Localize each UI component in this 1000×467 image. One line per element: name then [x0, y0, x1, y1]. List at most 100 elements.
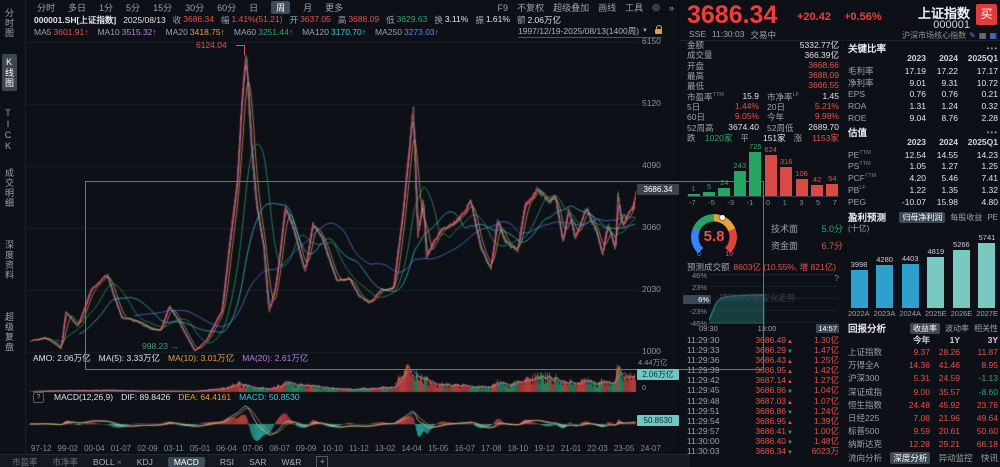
- returns-row-6[interactable]: 日经225 7.08 21.96 49.64: [848, 412, 998, 423]
- sidebar-item-kline[interactable]: K线图: [2, 54, 17, 91]
- toolbar-工具[interactable]: 工具: [625, 3, 644, 13]
- profit-tab-1[interactable]: 归母净利润: [899, 211, 946, 223]
- timeframe-tab-8[interactable]: 日: [249, 2, 259, 13]
- sidebar-item-trade-details[interactable]: 成交明细: [4, 168, 14, 208]
- returns-row-1[interactable]: 上证指数 9.37 28.26 11.87: [848, 346, 998, 357]
- timeframe-tab-9[interactable]: 周: [271, 0, 291, 14]
- sidebar-item-depth-profile[interactable]: 深度资料: [4, 240, 14, 280]
- forecast-bar: [978, 243, 996, 308]
- valuation-row-PE[interactable]: PETTM 12.54 14.55 14.23: [848, 149, 998, 160]
- more-icon[interactable]: •••: [986, 127, 998, 137]
- returns-row-4[interactable]: 深证成指 9.00 35.57 -8.60: [848, 386, 998, 397]
- date-range-selector[interactable]: 1997/12/19-2025/08/13(1400周) ▼: [518, 24, 662, 38]
- grid-view-icon[interactable]: ▦: [978, 31, 987, 40]
- help-icon[interactable]: ?: [834, 274, 839, 283]
- timeframe-tab-3[interactable]: 1分: [99, 2, 114, 13]
- valuation-row-PB[interactable]: PBLF 1.22 1.35 1.32: [848, 184, 998, 195]
- indicator-tab-市净率[interactable]: 市净率: [53, 456, 79, 467]
- row-value: -10.07: [901, 196, 926, 207]
- timeframe-tab-4[interactable]: 5分: [126, 2, 141, 13]
- expand-icon[interactable]: »: [668, 2, 674, 13]
- returns-row-7[interactable]: 标普500 9.59 20.61 50.60: [848, 425, 998, 436]
- returns-tab-2[interactable]: 波动率: [945, 323, 969, 333]
- add-indicator-button[interactable]: +: [316, 455, 329, 467]
- indicator-tab-label: W&R: [281, 456, 302, 467]
- valuation-row-PS[interactable]: PSTTM 1.05 1.27 1.25: [848, 161, 998, 172]
- row-value: 9.01: [909, 77, 926, 88]
- indicator-tab-KDJ[interactable]: KDJ: [137, 457, 153, 467]
- target-icon[interactable]: ◎: [652, 2, 660, 12]
- row-value: 12.54: [904, 149, 926, 160]
- tick-price: 3686.40▼: [737, 436, 793, 446]
- returns-tab-3[interactable]: 相关性: [974, 323, 998, 333]
- valuation-row-PEG[interactable]: PEG -10.07 15.98 4.80: [848, 196, 998, 207]
- indicator-tab-label: 市净率: [52, 456, 79, 467]
- symbol-seg-3: 收 3686.34: [173, 14, 214, 26]
- profit-tab-2[interactable]: 每股收益: [950, 212, 983, 222]
- quote-cell: 市盈率TTM: [687, 91, 724, 102]
- indicator-tab-MACD[interactable]: MACD: [167, 456, 205, 467]
- breadth-bar: [764, 155, 777, 196]
- ratio-row-毛利率[interactable]: 毛利率 17.19 17.22 17.17: [848, 65, 998, 76]
- toolbar-画线[interactable]: 画线: [598, 3, 617, 13]
- toolbar-超级叠加[interactable]: 超级叠加: [553, 3, 590, 13]
- timeframe-tab-6[interactable]: 30分: [185, 2, 205, 13]
- help-icon[interactable]: ?: [33, 392, 44, 403]
- breadth-bar: [687, 194, 700, 196]
- ratio-row-ROA[interactable]: ROA 1.31 1.24 0.32: [848, 100, 998, 111]
- quote-row-1: 金额 5332.77亿: [687, 40, 839, 50]
- quote-pair: 市净率LF 1.45: [767, 91, 839, 103]
- layout-icon[interactable]: ▦: [989, 31, 997, 40]
- timeframe-tab-10[interactable]: 月: [303, 2, 313, 13]
- close-icon[interactable]: ×: [114, 456, 122, 467]
- quote-cell: 开盘: [687, 60, 705, 71]
- analysis-tab-深度分析[interactable]: 深度分析: [890, 452, 931, 464]
- profit-tab-3[interactable]: PE: [987, 212, 998, 222]
- quote-pair: 金额 5332.77亿: [687, 39, 839, 51]
- exchange-label: SSE: [689, 29, 707, 39]
- sidebar-item-super-replay[interactable]: 超级复盘: [4, 312, 14, 352]
- ma-label: MA120: [302, 27, 330, 37]
- returns-row-2[interactable]: 万得全A 14.36 41.46 8.95: [848, 359, 998, 370]
- indicator-tab-SAR[interactable]: SAR: [249, 457, 266, 467]
- quote-cell: 5日: [687, 101, 701, 112]
- toolbar-F9[interactable]: F9: [497, 2, 509, 13]
- sidebar-item-tick[interactable]: TICK: [3, 108, 13, 152]
- returns-tab-1[interactable]: 收益率: [910, 322, 940, 334]
- indicator-tab-BOLL[interactable]: BOLL ×: [93, 457, 122, 467]
- timeframe-tab-2[interactable]: 多日: [68, 2, 87, 13]
- more-icon[interactable]: •••: [986, 43, 998, 53]
- analysis-tab-快讯[interactable]: 快讯: [980, 453, 998, 463]
- indicator-tab-W&R[interactable]: W&R: [282, 457, 302, 467]
- ratio-row-净利率[interactable]: 净利率 9.01 9.31 10.72: [848, 77, 998, 88]
- toolbar-不复权[interactable]: 不复权: [517, 3, 545, 13]
- timeframe-tab-5[interactable]: 15分: [153, 2, 173, 13]
- unlock-icon[interactable]: [655, 24, 662, 34]
- indicator-tab-市盈率[interactable]: 市盈率: [12, 456, 38, 467]
- row-label: ROA: [848, 100, 867, 111]
- sidebar-item-intraday[interactable]: 分时图: [4, 8, 14, 38]
- timeframe-tab-11[interactable]: 更多: [325, 2, 344, 13]
- kline-chart-canvas[interactable]: [27, 40, 639, 443]
- profit-forecast-header: 盈利预测 归母净利润 每股收益 PE: [848, 210, 998, 224]
- forecast-x-label: 14:57: [816, 324, 839, 333]
- analysis-tab-流向分析[interactable]: 流向分析: [848, 453, 883, 463]
- valuation-row-PCF[interactable]: PCFTTM 4.20 5.46 7.41: [848, 173, 998, 184]
- timeframe-tab-1[interactable]: 分时: [37, 2, 56, 13]
- returns-row-3[interactable]: 沪深300 5.31 24.59 -1.13: [848, 372, 998, 383]
- ratio-row-ROE[interactable]: ROE 9.04 8.76 2.28: [848, 112, 998, 123]
- tick-time: 11:29:33: [687, 345, 720, 356]
- indicator-tab-RSI[interactable]: RSI: [220, 457, 234, 467]
- returns-row-8[interactable]: 纳斯达克 12.28 29.21 66.18: [848, 438, 998, 449]
- edit-icon[interactable]: ✎: [969, 31, 976, 40]
- returns-row-5[interactable]: 恒生指数 24.48 45.92 23.76: [848, 399, 998, 410]
- timeframe-tab-7[interactable]: 60分: [217, 2, 237, 13]
- analysis-tab-异动监控[interactable]: 异动监控: [938, 453, 973, 463]
- chevron-down-icon[interactable]: ▼: [642, 28, 648, 34]
- quote-pair: 平 151家: [740, 132, 785, 144]
- quote-cell: 151家: [762, 132, 786, 143]
- buy-button[interactable]: 买: [976, 4, 997, 25]
- symbol-seg-value: 1.61%: [485, 14, 510, 24]
- ratio-row-EPS[interactable]: EPS 0.76 0.76 0.21: [848, 89, 998, 100]
- breadth-bar-243: 243: [733, 161, 746, 196]
